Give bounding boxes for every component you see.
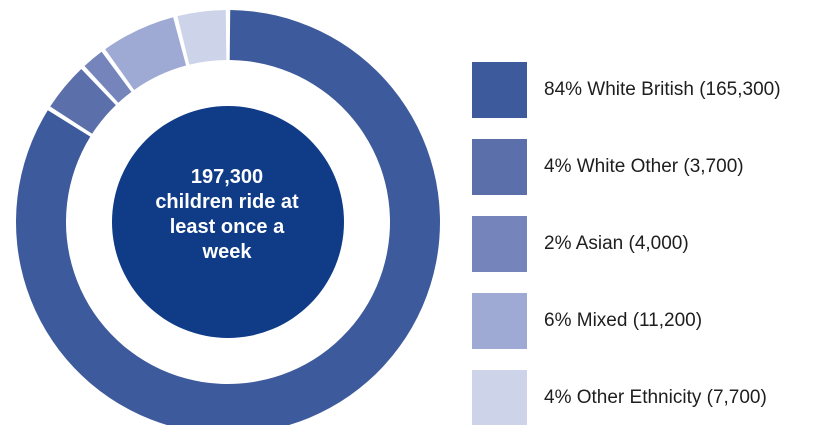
center-text-line-3: least once a <box>169 216 285 238</box>
donut-chart <box>16 10 440 425</box>
legend-label: 84% White British (165,300) <box>544 79 781 100</box>
legend-label: 6% Mixed (11,200) <box>544 310 703 331</box>
legend-swatch <box>472 139 527 195</box>
center-label: 197,300 children ride at least once a we… <box>116 165 338 265</box>
legend-label: 2% Asian (4,000) <box>544 233 689 254</box>
legend-swatch <box>472 370 527 425</box>
center-text-line-2: children ride at <box>155 191 299 213</box>
center-text-line-4: week <box>202 241 252 263</box>
legend-item-mixed: 6% Mixed (11,200) <box>472 293 702 349</box>
donut-slice-2 <box>84 51 132 103</box>
center-disc <box>112 106 344 338</box>
legend-item-white-other: 4% White Other (3,700) <box>472 139 744 195</box>
legend-swatch <box>472 216 527 272</box>
center-text-line-1: 197,300 <box>190 166 264 188</box>
legend-swatch <box>472 62 527 118</box>
donut-slice-3 <box>105 17 187 90</box>
legend-item-asian: 2% Asian (4,000) <box>472 216 689 272</box>
donut-slice-4 <box>177 10 227 65</box>
legend-item-other-ethnicity: 4% Other Ethnicity (7,700) <box>472 370 767 425</box>
legend-item-white-british: 84% White British (165,300) <box>472 62 781 118</box>
legend-label: 4% Other Ethnicity (7,700) <box>544 387 767 408</box>
legend: 84% White British (165,300) 4% White Oth… <box>472 62 830 425</box>
donut-slice-1 <box>50 68 116 134</box>
legend-swatch <box>472 293 527 349</box>
legend-label: 4% White Other (3,700) <box>544 156 744 177</box>
